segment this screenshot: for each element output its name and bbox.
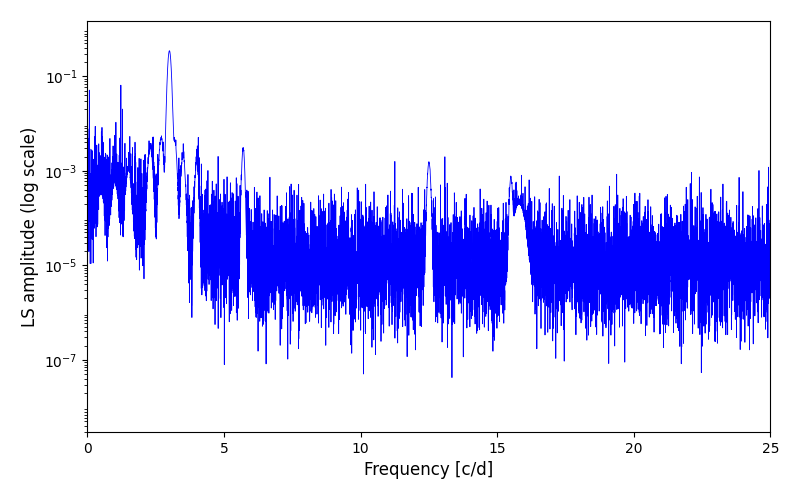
X-axis label: Frequency [c/d]: Frequency [c/d] xyxy=(364,461,494,479)
Y-axis label: LS amplitude (log scale): LS amplitude (log scale) xyxy=(21,126,39,326)
